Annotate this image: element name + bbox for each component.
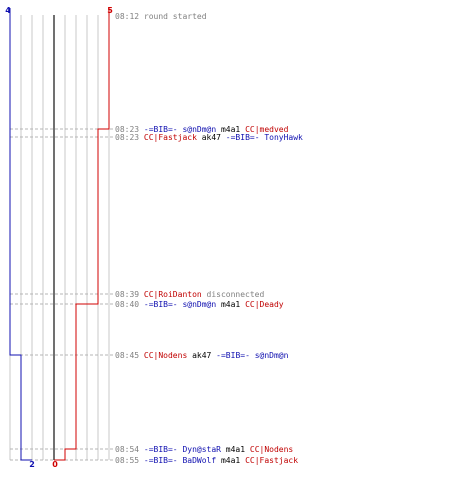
- red-start-score: 5: [107, 6, 113, 15]
- log-entry: 08:23 CC|Fastjack ak47 -=BIB=- TonyHawk: [115, 133, 303, 142]
- series-line-blue: [9, 8, 32, 461]
- log-time: 08:54: [115, 445, 144, 454]
- log-text: CC|medved: [245, 125, 289, 134]
- log-entry: 08:55 -=BIB=- BaDWolf m4a1 CC|Fastjack: [115, 456, 298, 465]
- log-text: -=BIB=- s@nDm@n: [143, 300, 217, 309]
- log-entry: 08:40 -=BIB=- s@nDm@n m4a1 CC|Deady: [115, 300, 284, 309]
- log-text: CC|Fastjack: [143, 133, 197, 142]
- log-text: ak47: [196, 133, 226, 142]
- log-text: CC|Fastjack: [245, 456, 299, 465]
- log-entry: 08:39 CC|RoiDanton disconnected: [115, 290, 264, 299]
- round-chart: 4 5 2 0: [5, 6, 115, 469]
- log-entry: 08:23 -=BIB=- s@nDm@n m4a1 CC|medved: [115, 125, 288, 134]
- log-text: CC|Nodens: [143, 351, 188, 360]
- series-line-red: [54, 8, 110, 461]
- log-time: 08:55: [115, 456, 144, 465]
- red-end-score: 0: [52, 460, 58, 469]
- log-text: disconnected: [201, 290, 265, 299]
- log-text: -=BIB=- TonyHawk: [225, 133, 303, 142]
- log-time: 08:23: [115, 125, 144, 134]
- log-entry: 08:12 round started: [115, 12, 207, 21]
- blue-start-score: 4: [5, 6, 11, 15]
- log-text: -=BIB=- Dyn@staR: [143, 445, 221, 454]
- log-entry: 08:54 -=BIB=- Dyn@staR m4a1 CC|Nodens: [115, 445, 293, 454]
- log-time: 08:12: [115, 12, 144, 21]
- log-text: -=BIB=- s@nDm@n: [143, 125, 217, 134]
- log-text: round started: [143, 12, 207, 21]
- log-text: m4a1: [216, 300, 246, 309]
- log-text: m4a1: [220, 445, 250, 454]
- log-text: CC|Nodens: [249, 445, 294, 454]
- log-text: -=BIB=- BaDWolf: [143, 456, 217, 465]
- log-text: CC|Deady: [245, 300, 284, 309]
- log-time: 08:40: [115, 300, 144, 309]
- log-time: 08:45: [115, 351, 144, 360]
- event-log: 08:12 round started 08:23 -=BIB=- s@nDm@n…: [115, 0, 445, 480]
- log-text: -=BIB=- s@nDm@n: [216, 351, 289, 360]
- blue-end-score: 2: [29, 460, 35, 469]
- log-entry: 08:45 CC|Nodens ak47 -=BIB=- s@nDm@n: [115, 351, 288, 360]
- log-text: m4a1: [216, 125, 246, 134]
- log-text: CC|RoiDanton: [143, 290, 202, 299]
- log-time: 08:23: [115, 133, 144, 142]
- log-text: m4a1: [216, 456, 246, 465]
- log-time: 08:39: [115, 290, 144, 299]
- log-text: ak47: [187, 351, 217, 360]
